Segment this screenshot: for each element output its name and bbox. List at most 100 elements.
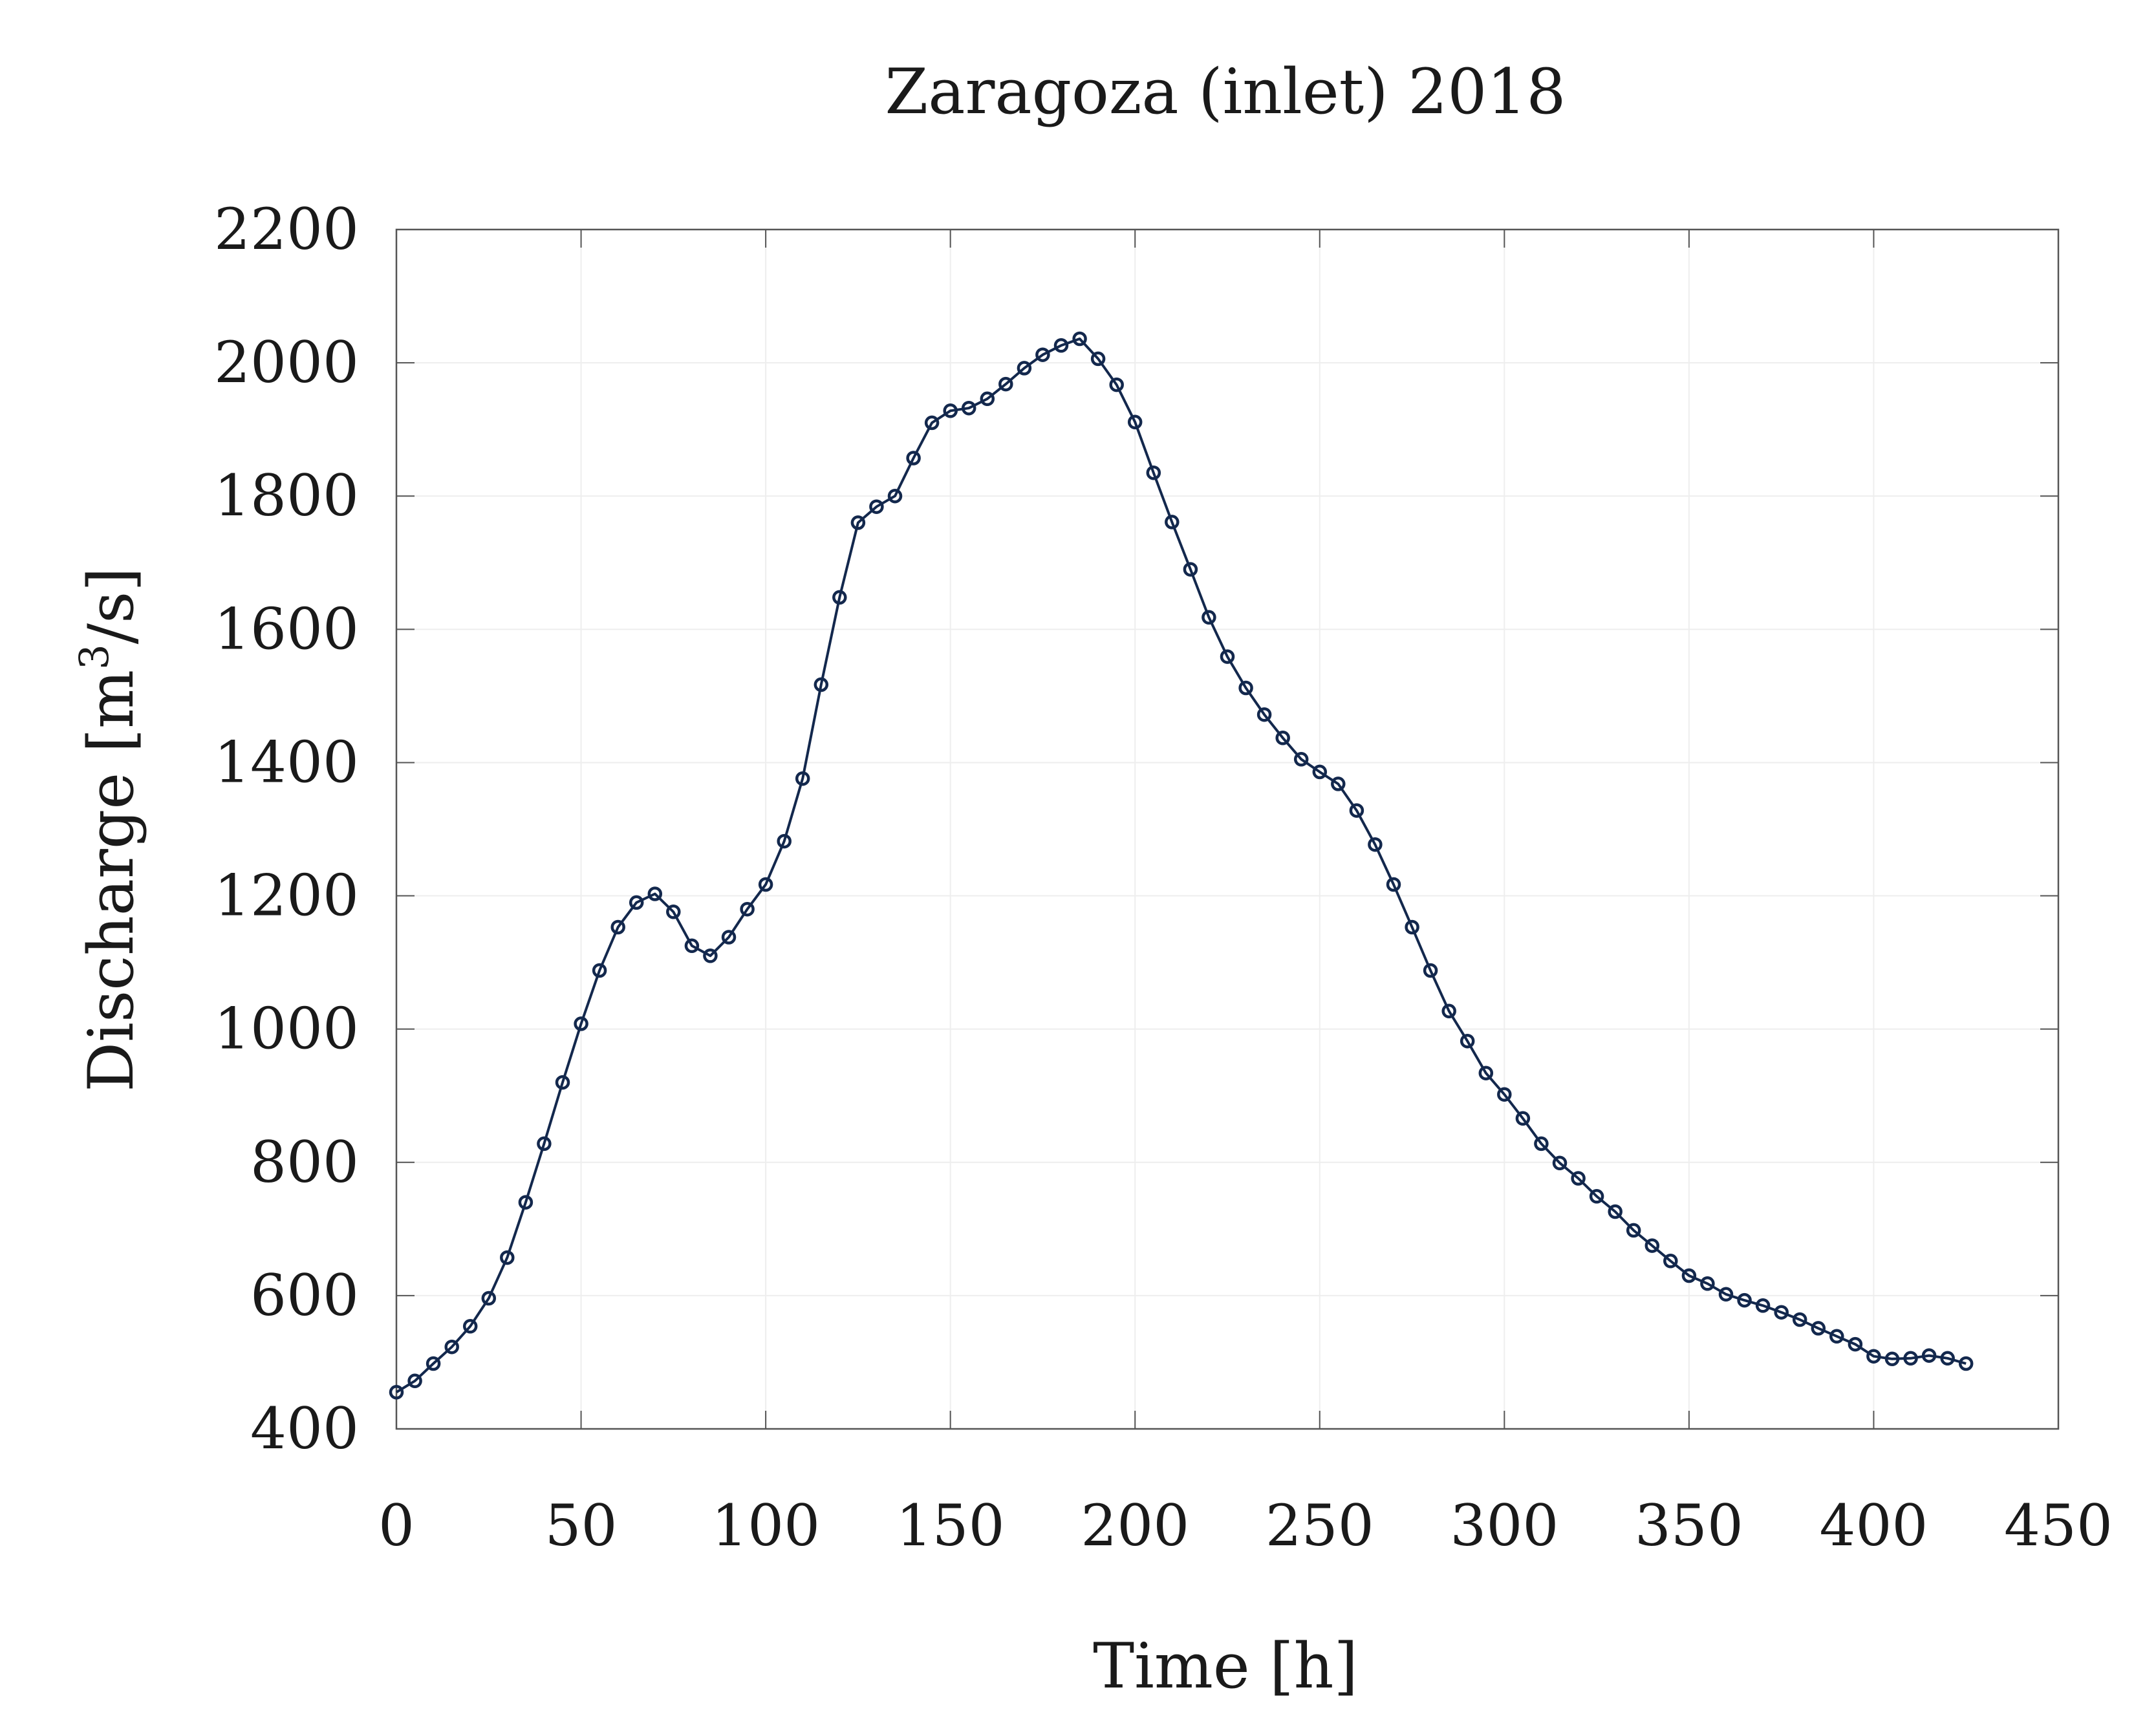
- data-point: [1921, 1348, 1937, 1363]
- grid-layer: [396, 229, 2059, 1430]
- data-point: [1552, 1155, 1568, 1171]
- data-point: [924, 415, 940, 431]
- data-point: [1072, 331, 1087, 347]
- data-point: [1478, 1066, 1494, 1080]
- y-axis-label-end: /s]: [75, 567, 147, 644]
- data-point: [1884, 1351, 1900, 1367]
- data-point: [1109, 377, 1124, 392]
- data-point: [1515, 1111, 1531, 1126]
- data-point: [1441, 1003, 1456, 1019]
- y-tick-label: 800: [250, 1129, 359, 1195]
- data-point: [850, 515, 866, 530]
- data-point: [1571, 1171, 1586, 1186]
- data-point: [721, 930, 737, 945]
- data-point: [666, 905, 681, 919]
- data-point: [1368, 837, 1383, 852]
- chart-title: Zaragoza (inlet) 2018: [885, 56, 1566, 128]
- x-tick-label: 350: [1635, 1492, 1743, 1559]
- data-point: [426, 1356, 441, 1371]
- data-point: [703, 948, 718, 963]
- data-point: [1774, 1305, 1789, 1320]
- data-point: [1626, 1223, 1641, 1238]
- x-axis-label: Time [h]: [1093, 1630, 1358, 1702]
- data-point: [1165, 515, 1180, 530]
- data-point: [943, 403, 958, 418]
- data-point: [1608, 1204, 1622, 1219]
- data-point: [537, 1136, 552, 1152]
- y-tick-label: 1600: [214, 595, 359, 662]
- data-point: [1534, 1136, 1549, 1152]
- data-point: [1053, 338, 1069, 353]
- y-axis-label: Discharge [m3/s]: [70, 567, 147, 1091]
- y-tick-label: 2000: [214, 329, 359, 396]
- data-point: [1220, 649, 1235, 664]
- x-tick-label: 300: [1450, 1492, 1558, 1559]
- y-tick-label: 400: [250, 1395, 359, 1462]
- data-point: [1349, 803, 1364, 818]
- data-point: [1256, 707, 1272, 722]
- data-point: [814, 677, 829, 692]
- data-point: [1829, 1329, 1844, 1344]
- x-tick-labels: 0 50 100 150 200 250 300 350 400 450: [378, 1492, 2113, 1559]
- data-point: [1017, 361, 1032, 376]
- data-point: [795, 771, 810, 786]
- data-point: [1293, 752, 1309, 767]
- data-point: [1811, 1321, 1826, 1336]
- data-point: [555, 1075, 570, 1090]
- data-point: [1958, 1356, 1974, 1371]
- data-point: [1331, 777, 1346, 791]
- data-point: [1700, 1276, 1715, 1291]
- data-point: [1718, 1287, 1734, 1302]
- data-point: [758, 877, 773, 892]
- data-point: [407, 1373, 422, 1389]
- data-point: [1866, 1349, 1881, 1364]
- y-tick-label: 600: [250, 1262, 359, 1329]
- x-tick-label: 150: [896, 1492, 1005, 1559]
- data-point: [961, 400, 976, 416]
- y-tick-label: 1400: [214, 729, 359, 795]
- y-tick-labels: 400 600 800 1000 1200 1400 1600 1800 2000 2200: [214, 196, 359, 1462]
- data-point: [740, 901, 755, 917]
- x-tick-label: 0: [378, 1492, 415, 1559]
- data-point: [1589, 1189, 1604, 1204]
- series-layer: [389, 331, 1974, 1400]
- data-point: [1460, 1033, 1475, 1049]
- y-tick-label: 1200: [214, 862, 359, 929]
- data-point: [998, 376, 1013, 392]
- x-tick-label: 250: [1266, 1492, 1374, 1559]
- data-point: [1202, 610, 1216, 625]
- data-point: [1275, 731, 1290, 745]
- data-point: [1792, 1312, 1807, 1327]
- data-point: [906, 451, 921, 466]
- x-tick-label: 200: [1081, 1492, 1189, 1559]
- data-point: [887, 488, 903, 504]
- data-point: [518, 1195, 534, 1210]
- data-point: [777, 833, 792, 849]
- data-point: [1127, 414, 1143, 430]
- data-point: [444, 1339, 459, 1355]
- y-tick-label: 1000: [214, 996, 359, 1062]
- data-point: [389, 1385, 404, 1400]
- tick-layer: [396, 229, 2059, 1430]
- y-tick-label: 1800: [214, 462, 359, 529]
- data-point: [869, 499, 884, 514]
- data-point: [684, 938, 700, 954]
- data-point: [1644, 1238, 1660, 1253]
- data-point: [629, 895, 644, 910]
- data-point: [574, 1016, 588, 1031]
- series-discharge: [389, 331, 1974, 1400]
- data-point: [1737, 1292, 1752, 1308]
- x-tick-label: 450: [2004, 1492, 2113, 1559]
- data-point: [1903, 1351, 1918, 1366]
- data-point: [462, 1319, 478, 1334]
- y-tick-label: 2200: [214, 196, 359, 262]
- data-point: [1090, 351, 1106, 367]
- data-point: [1497, 1087, 1512, 1102]
- data-point: [1663, 1254, 1678, 1269]
- data-point: [1681, 1268, 1697, 1283]
- data-point: [1940, 1351, 1955, 1366]
- x-tick-label: 100: [711, 1492, 820, 1559]
- data-point: [1423, 963, 1438, 978]
- data-point: [1312, 764, 1328, 780]
